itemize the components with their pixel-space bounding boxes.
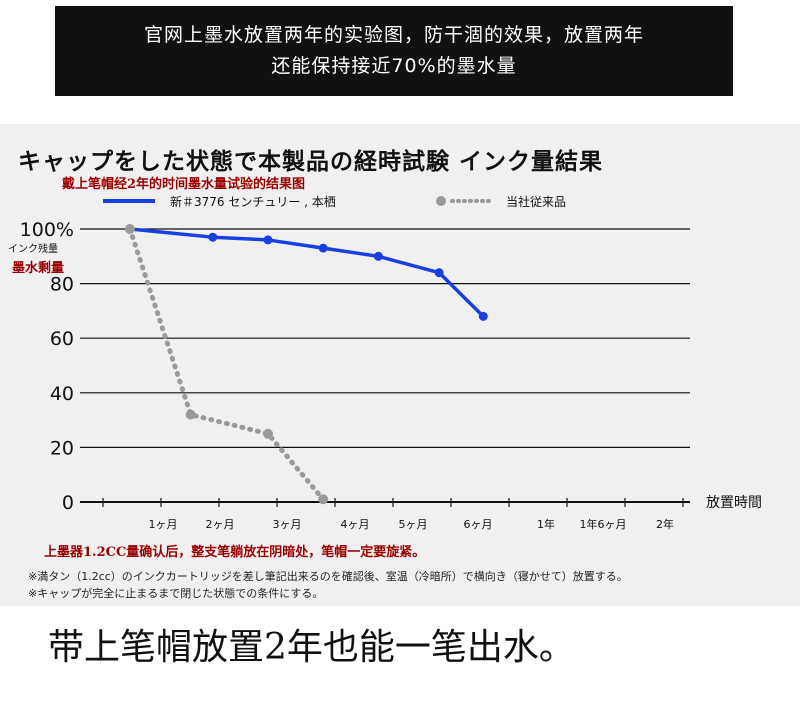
x-tick-label: 2ヶ月 — [206, 518, 235, 531]
x-tick-label: 1年6ヶ月 — [580, 517, 627, 531]
note-line-1: ※満タン（1.2cc）のインクカートリッジを差し筆記出来るのを確認後、室温（冷暗… — [28, 570, 628, 583]
data-point-series-2 — [125, 224, 135, 234]
data-point-series-1 — [208, 232, 218, 242]
chart-subtitle: 戴上笔帽经2年的时间墨水量试验的结果图 — [62, 177, 306, 192]
y-tick-label: 100% — [20, 219, 74, 241]
y-tick-label: 20 — [50, 437, 74, 459]
data-point-series-1 — [478, 311, 488, 321]
data-point-series-2 — [263, 428, 273, 439]
chart-panel — [0, 124, 800, 606]
x-tick-label: 1ヶ月 — [149, 518, 178, 531]
x-tick-label: 3ヶ月 — [273, 518, 302, 531]
x-tick-label: 5ヶ月 — [399, 518, 428, 531]
y-tick-label: 80 — [50, 274, 74, 296]
data-point-series-1 — [318, 243, 328, 253]
data-point-series-1 — [434, 268, 444, 278]
top-banner: 官网上墨水放置两年的实验图，防干涸的效果，放置两年 还能保持接近70%的墨水量 — [55, 6, 733, 96]
x-tick-label: 1年 — [537, 517, 555, 531]
data-point-series-1 — [373, 251, 383, 261]
legend-marker-series-2 — [436, 196, 446, 206]
y-axis-label: インク残量 — [8, 244, 58, 255]
y-tick-label: 40 — [50, 383, 74, 405]
x-tick-label: 6ヶ月 — [464, 518, 493, 531]
x-tick-label: 2年 — [656, 517, 674, 531]
series-line-2 — [127, 226, 326, 502]
legend-label-series-2: 当社従来品 — [506, 194, 566, 209]
chart-title: キャップをした状態で本製品の経時試験 インク量結果 — [18, 149, 604, 175]
y-tick-label: 60 — [50, 328, 74, 350]
data-point-series-2 — [318, 494, 329, 505]
banner-line-1: 官网上墨水放置两年的实验图，防干涸的效果，放置两年 — [143, 24, 644, 46]
legend-label-series-1: 新＃3776 センチュリー , 本栖 — [170, 194, 336, 209]
data-point-series-2 — [185, 409, 196, 420]
note-red: 上墨器1.2CC量确认后，整支笔躺放在阴暗处，笔帽一定要旋紧。 — [44, 545, 426, 560]
banner-line-2: 还能保持接近70%的墨水量 — [271, 55, 517, 77]
x-tick-label: 4ヶ月 — [341, 518, 370, 531]
y-axis-label-cn: 墨水剩量 — [12, 261, 65, 276]
y-tick-label: 0 — [62, 492, 74, 514]
data-point-series-1 — [263, 235, 273, 245]
series-line-1 — [128, 227, 486, 319]
note-line-2: ※キャップが完全に止まるまで閉じた状態での条件にする。 — [28, 587, 324, 600]
x-axis-label: 放置時間 — [706, 495, 762, 511]
caption: 带上笔帽放置2年也能一笔出水。 — [48, 627, 575, 668]
